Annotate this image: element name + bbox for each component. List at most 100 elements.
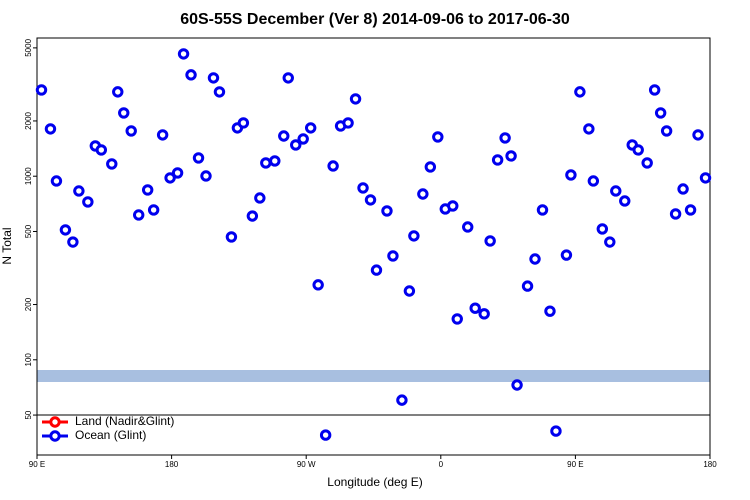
point <box>254 192 266 204</box>
point <box>619 195 631 207</box>
point <box>583 123 595 135</box>
x-axis-label: Longitude (deg E) <box>327 475 422 489</box>
point <box>550 425 562 437</box>
point <box>447 200 459 212</box>
point <box>192 152 205 164</box>
point <box>403 285 416 297</box>
point <box>164 172 176 184</box>
point <box>529 253 541 265</box>
point <box>505 150 517 162</box>
y-tick-label: 50 <box>24 410 33 419</box>
y-tick-label: 100 <box>24 353 33 367</box>
point <box>67 236 79 248</box>
point <box>304 122 317 134</box>
legend: Land (Nadir&Glint)Ocean (Glint) <box>42 414 174 442</box>
point <box>396 394 408 406</box>
point <box>364 194 377 206</box>
x-tick-label: 90 E <box>567 460 583 469</box>
point <box>50 175 63 187</box>
point <box>282 72 294 84</box>
point <box>451 313 463 325</box>
point <box>171 167 184 179</box>
point <box>536 204 549 216</box>
point <box>574 86 586 98</box>
y-tick-label: 500 <box>24 224 33 238</box>
point <box>692 129 704 141</box>
point <box>596 223 609 235</box>
point <box>381 205 393 217</box>
point <box>141 184 154 196</box>
point <box>156 129 169 141</box>
point <box>112 86 124 98</box>
point <box>312 279 324 291</box>
x-tick-label: 90 W <box>297 460 316 469</box>
y-tick-label: 1000 <box>24 167 33 185</box>
x-tick-label: 90 E <box>29 460 45 469</box>
point <box>59 224 72 236</box>
point <box>349 93 362 105</box>
point <box>44 123 57 135</box>
y-axis-label: N Total <box>0 227 14 264</box>
point <box>118 107 130 119</box>
point <box>587 175 600 187</box>
point <box>269 155 281 167</box>
point <box>424 161 437 173</box>
point <box>660 125 673 137</box>
x-tick-label: 0 <box>439 460 444 469</box>
point <box>357 182 369 194</box>
point <box>469 302 481 314</box>
x-tick-label: 180 <box>165 460 179 469</box>
point <box>125 125 137 137</box>
point <box>669 208 682 220</box>
point <box>484 235 496 247</box>
point <box>200 170 212 182</box>
y-tick-label: 2000 <box>24 111 33 129</box>
point <box>387 250 399 262</box>
point <box>544 305 556 317</box>
point <box>327 160 339 172</box>
chart-title: 60S-55S December (Ver 8) 2014-09-06 to 2… <box>180 11 570 28</box>
point <box>260 157 272 169</box>
point <box>677 183 689 195</box>
marks <box>35 48 712 441</box>
point <box>185 69 197 81</box>
point <box>511 379 523 391</box>
y-tick-label: 5000 <box>24 38 33 56</box>
point <box>106 158 118 170</box>
point <box>73 185 85 197</box>
point <box>654 107 667 119</box>
point <box>342 117 354 129</box>
point <box>648 84 661 96</box>
point <box>632 144 644 156</box>
point <box>319 429 332 441</box>
point <box>604 236 616 248</box>
point <box>432 131 444 143</box>
point <box>499 132 511 144</box>
point <box>207 72 220 84</box>
point <box>417 188 429 200</box>
legend-marker <box>49 430 61 442</box>
point <box>278 130 290 142</box>
point <box>560 249 573 261</box>
point <box>684 204 697 216</box>
point <box>478 308 490 320</box>
plot-frame <box>36 37 711 456</box>
x-tick-label: 180 <box>703 460 717 469</box>
point <box>565 169 577 181</box>
point <box>132 209 145 221</box>
point <box>95 144 108 156</box>
legend-marker <box>49 416 61 428</box>
point <box>246 210 259 222</box>
point <box>225 231 238 243</box>
point <box>370 264 383 276</box>
point <box>297 133 309 145</box>
point <box>35 84 48 96</box>
point <box>213 86 226 98</box>
point <box>147 204 160 216</box>
point <box>290 139 302 151</box>
point <box>641 157 653 169</box>
point <box>491 154 504 166</box>
band <box>37 370 710 382</box>
point <box>610 185 622 197</box>
